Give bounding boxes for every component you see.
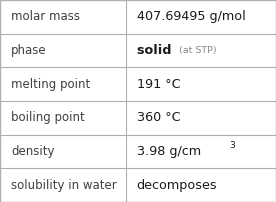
Text: 407.69495 g/mol: 407.69495 g/mol <box>137 10 245 23</box>
Text: density: density <box>11 145 55 158</box>
Text: melting point: melting point <box>11 78 90 91</box>
Text: decomposes: decomposes <box>137 179 217 192</box>
Text: molar mass: molar mass <box>11 10 80 23</box>
Text: phase: phase <box>11 44 47 57</box>
Text: solid: solid <box>137 44 180 57</box>
Text: boiling point: boiling point <box>11 111 85 124</box>
Text: 191 °C: 191 °C <box>137 78 180 91</box>
Text: (at STP): (at STP) <box>179 46 217 55</box>
Text: 3.98 g/cm: 3.98 g/cm <box>137 145 201 158</box>
Text: solubility in water: solubility in water <box>11 179 117 192</box>
Text: 3: 3 <box>229 141 235 150</box>
Text: 360 °C: 360 °C <box>137 111 180 124</box>
